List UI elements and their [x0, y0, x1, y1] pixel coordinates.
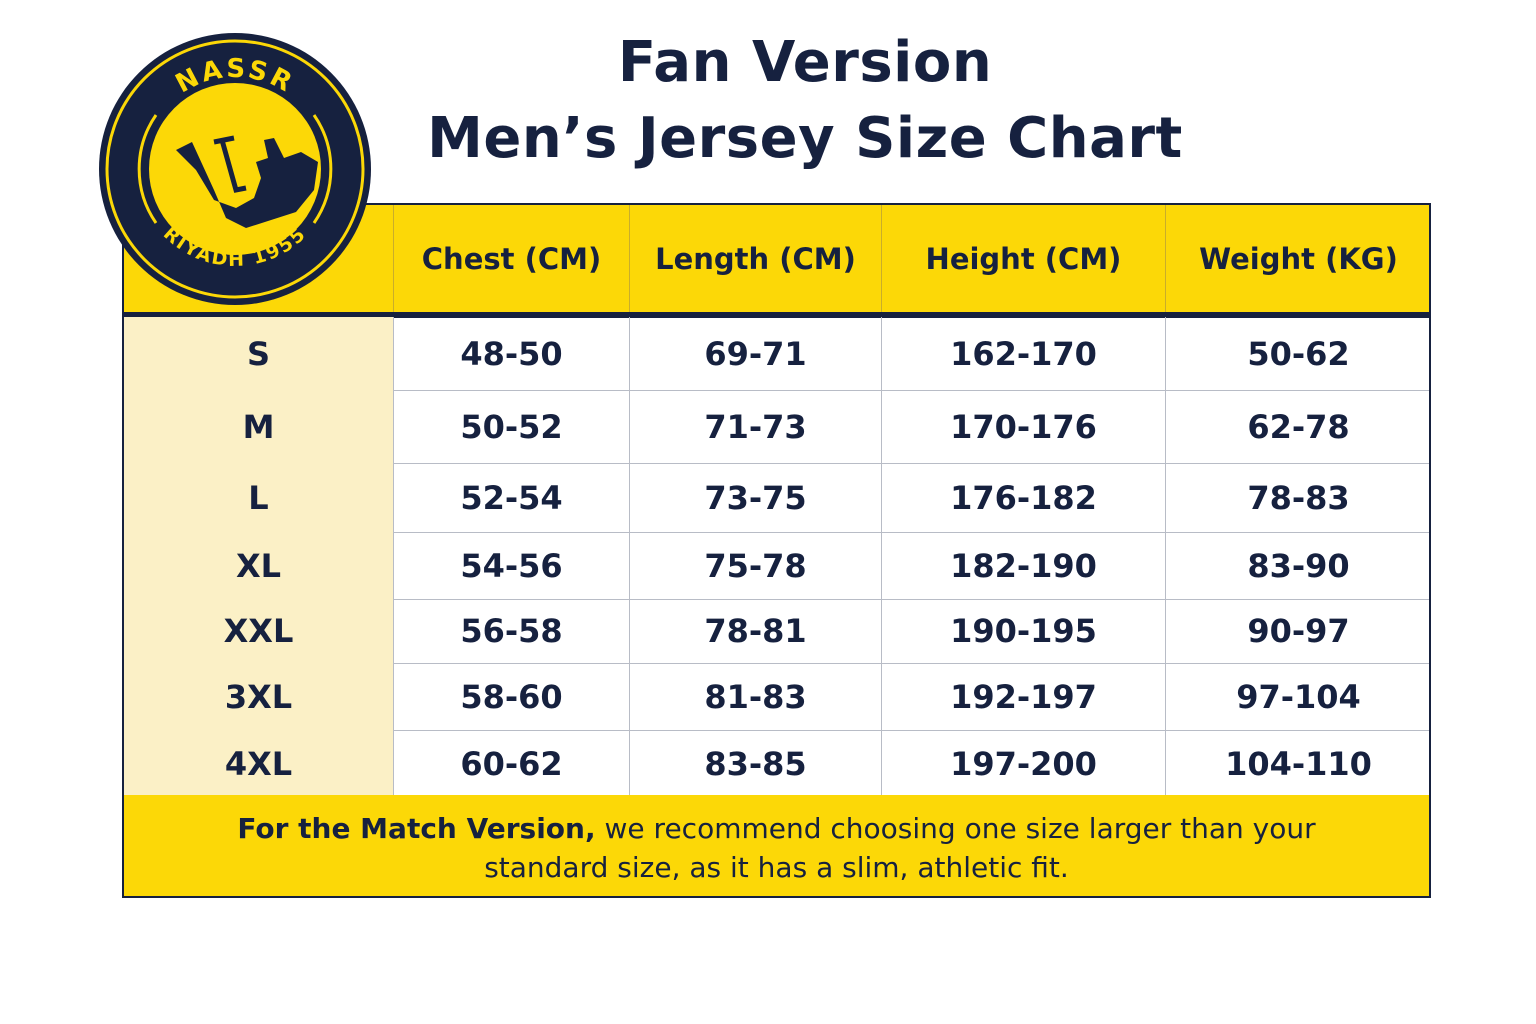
table-row: 4XL 60-62 83-85 197-200 104-110 — [124, 730, 1429, 798]
table-cell: 62-78 — [1165, 390, 1431, 463]
table-cell: 97-104 — [1165, 663, 1431, 730]
table-cell: 170-176 — [881, 390, 1165, 463]
footer-bold: For the Match Version, — [237, 812, 596, 845]
table-cell: 182-190 — [881, 532, 1165, 599]
column-header: Length (CM) — [629, 205, 881, 312]
table-row: M 50-52 71-73 170-176 62-78 — [124, 390, 1429, 464]
table-cell: 50-52 — [393, 390, 629, 463]
table-row: XL 54-56 75-78 182-190 83-90 — [124, 532, 1429, 600]
table-cell: 83-85 — [629, 730, 881, 798]
table-row: L 52-54 73-75 176-182 78-83 — [124, 463, 1429, 533]
table-cell: 54-56 — [393, 532, 629, 599]
size-label: S — [124, 317, 393, 390]
table-cell: 48-50 — [393, 317, 629, 390]
table-cell: 83-90 — [1165, 532, 1431, 599]
table-cell: 56-58 — [393, 599, 629, 663]
table-cell: 78-83 — [1165, 463, 1431, 532]
table-cell: 69-71 — [629, 317, 881, 390]
table-cell: 71-73 — [629, 390, 881, 463]
table-row: XXL 56-58 78-81 190-195 90-97 — [124, 599, 1429, 664]
table-cell: 192-197 — [881, 663, 1165, 730]
column-header: Chest (CM) — [393, 205, 629, 312]
table-cell: 73-75 — [629, 463, 881, 532]
size-label: 3XL — [124, 663, 393, 730]
nassr-logo: NASSR RIYADH 1955 — [99, 33, 371, 305]
table-cell: 162-170 — [881, 317, 1165, 390]
title-line-1: Fan Version — [617, 30, 993, 95]
size-label: XXL — [124, 599, 393, 663]
table-cell: 52-54 — [393, 463, 629, 532]
table-cell: 197-200 — [881, 730, 1165, 798]
size-label: M — [124, 390, 393, 463]
table-cell: 104-110 — [1165, 730, 1431, 798]
table-row: 3XL 58-60 81-83 192-197 97-104 — [124, 663, 1429, 731]
table-cell: 90-97 — [1165, 599, 1431, 663]
footer-line1: we recommend choosing one size larger th… — [595, 812, 1316, 845]
table-cell: 60-62 — [393, 730, 629, 798]
table-cell: 176-182 — [881, 463, 1165, 532]
column-header: Weight (KG) — [1165, 205, 1431, 312]
size-label: L — [124, 463, 393, 532]
size-chart-table: Chest (CM) Length (CM) Height (CM) Weight (… — [122, 203, 1431, 898]
table-cell: 81-83 — [629, 663, 881, 730]
footer-note: For the Match Version, we recommend choo… — [124, 795, 1429, 896]
size-label: 4XL — [124, 730, 393, 798]
column-header: Height (CM) — [881, 205, 1165, 312]
table-cell: 50-62 — [1165, 317, 1431, 390]
footer-line2: standard size, as it has a slim, athleti… — [484, 851, 1069, 884]
size-label: XL — [124, 532, 393, 599]
title-line-2: Men’s Jersey Size Chart — [427, 106, 1183, 171]
table-cell: 75-78 — [629, 532, 881, 599]
table-cell: 58-60 — [393, 663, 629, 730]
table-cell: 190-195 — [881, 599, 1165, 663]
table-row: S 48-50 69-71 162-170 50-62 — [124, 317, 1429, 391]
table-cell: 78-81 — [629, 599, 881, 663]
